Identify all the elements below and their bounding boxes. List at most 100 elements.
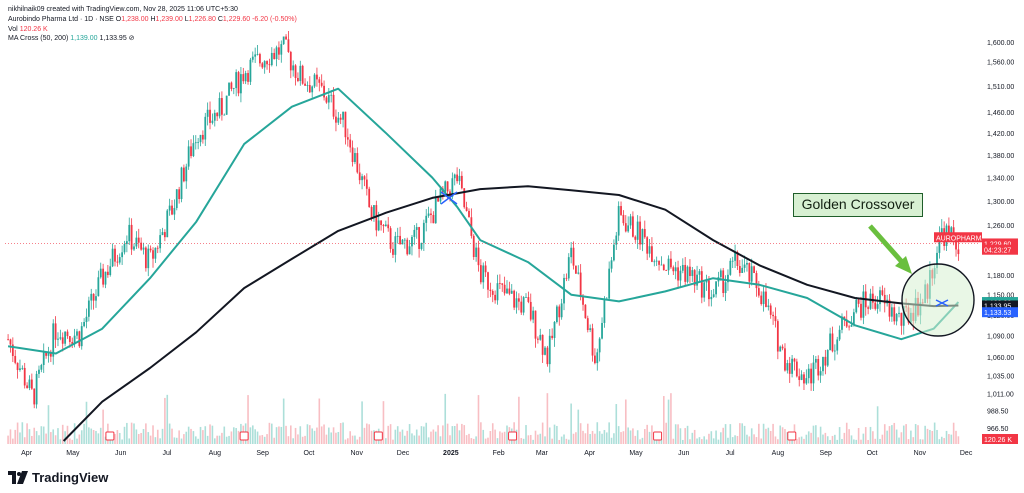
- candle-body: [230, 82, 233, 89]
- ma-cross-label[interactable]: MA Cross (50, 200): [8, 35, 69, 42]
- tradingview-logo[interactable]: TradingView: [8, 470, 108, 485]
- candle-body: [712, 294, 715, 297]
- candle-body: [736, 252, 739, 267]
- volume-bar: [579, 423, 582, 444]
- y-tick-label: 1,060.00: [987, 355, 1014, 362]
- eye-slash-icon[interactable]: ⊘: [128, 35, 135, 42]
- candle-body: [553, 321, 556, 338]
- volume-bar: [815, 425, 817, 444]
- volume-bar: [237, 430, 240, 444]
- volume-bar: [206, 435, 209, 444]
- volume-bar: [817, 437, 820, 444]
- volume-bar: [404, 435, 406, 444]
- volume-bar: [47, 405, 50, 444]
- volume-bar: [335, 432, 337, 444]
- volume-bar: [437, 425, 439, 444]
- candle-body: [430, 213, 432, 215]
- volume-bar: [192, 431, 195, 444]
- volume-bar: [7, 435, 9, 444]
- volume-bar: [679, 428, 682, 444]
- candle-body: [762, 291, 765, 305]
- volume-bar: [323, 424, 325, 444]
- volume-bar: [841, 438, 843, 444]
- candle-body: [121, 252, 124, 258]
- volume-bar: [23, 437, 26, 444]
- volume-bar: [185, 431, 188, 444]
- candle-body: [793, 358, 796, 362]
- candle-body: [594, 355, 596, 364]
- volume-bar: [705, 439, 708, 444]
- candle-body: [629, 216, 632, 226]
- y-tick-label: 1,180.00: [987, 273, 1014, 280]
- earnings-marker: [105, 431, 115, 441]
- volume-bar: [66, 425, 69, 444]
- candle-body: [841, 316, 843, 330]
- candle-body: [73, 335, 76, 345]
- y-tick-label: 1,510.00: [987, 84, 1014, 91]
- candle-body: [598, 338, 601, 353]
- candle-body: [662, 264, 665, 271]
- candle-body: [306, 85, 309, 86]
- volume-bar: [159, 438, 161, 444]
- candle-body: [955, 239, 957, 250]
- volume-bar: [589, 434, 591, 444]
- volume-bar: [529, 434, 532, 444]
- volume-bar: [686, 425, 689, 444]
- volume-bar: [805, 434, 808, 444]
- candle-body: [475, 247, 478, 258]
- volume-bar: [924, 425, 926, 444]
- candle-body: [237, 72, 240, 94]
- candle-body: [482, 265, 485, 283]
- volume-bar: [803, 438, 805, 444]
- volume-bar: [358, 436, 361, 444]
- volume-bar: [423, 426, 425, 444]
- volume-bar: [194, 436, 197, 444]
- candle-body: [318, 79, 321, 83]
- y-tick-label: 966.50: [987, 426, 1009, 433]
- volume-bar: [389, 424, 392, 444]
- candle-body: [261, 63, 264, 68]
- candle-body: [125, 241, 128, 245]
- x-tick-label: Jul: [726, 450, 735, 457]
- volume-bar: [361, 401, 363, 444]
- symbol-label[interactable]: Aurobindo Pharma Ltd · 1D · NSE: [8, 16, 114, 23]
- candle-body: [354, 153, 356, 163]
- volume-bar: [85, 401, 88, 444]
- volume-bar: [617, 426, 620, 444]
- candle-body: [579, 272, 582, 297]
- candle-body: [525, 297, 527, 298]
- candle-body: [881, 290, 884, 295]
- volume-bar: [59, 439, 62, 444]
- volume-bar: [484, 438, 487, 444]
- candle-body: [370, 206, 373, 219]
- volume-bar: [665, 422, 667, 444]
- candle-body: [696, 274, 698, 286]
- candle-body: [648, 246, 651, 254]
- volume-bar: [689, 439, 691, 444]
- volume-bar: [273, 437, 275, 444]
- ma-slow-value: 1,133.95: [99, 35, 127, 42]
- volume-bar: [781, 427, 784, 444]
- candle-body: [411, 236, 413, 247]
- candle-body: [491, 291, 494, 295]
- vol-label[interactable]: Vol: [8, 26, 18, 33]
- candle-body: [641, 229, 644, 245]
- volume-bar: [905, 424, 907, 444]
- candle-body: [45, 351, 47, 356]
- candle-body: [97, 277, 100, 297]
- candle-body: [879, 290, 881, 305]
- volume-bar: [494, 429, 496, 444]
- candle-body: [308, 85, 311, 93]
- candle-body: [810, 368, 813, 384]
- volume-bar: [482, 429, 485, 444]
- volume-bar: [843, 432, 846, 444]
- volume-bar: [425, 422, 428, 444]
- volume-bar: [663, 396, 665, 444]
- volume-bar: [677, 424, 679, 444]
- vol-value: 120.26 K: [19, 26, 48, 33]
- candle-body: [691, 270, 694, 276]
- candle-body: [836, 339, 839, 351]
- candle-body: [297, 77, 299, 82]
- candle-body: [166, 210, 169, 238]
